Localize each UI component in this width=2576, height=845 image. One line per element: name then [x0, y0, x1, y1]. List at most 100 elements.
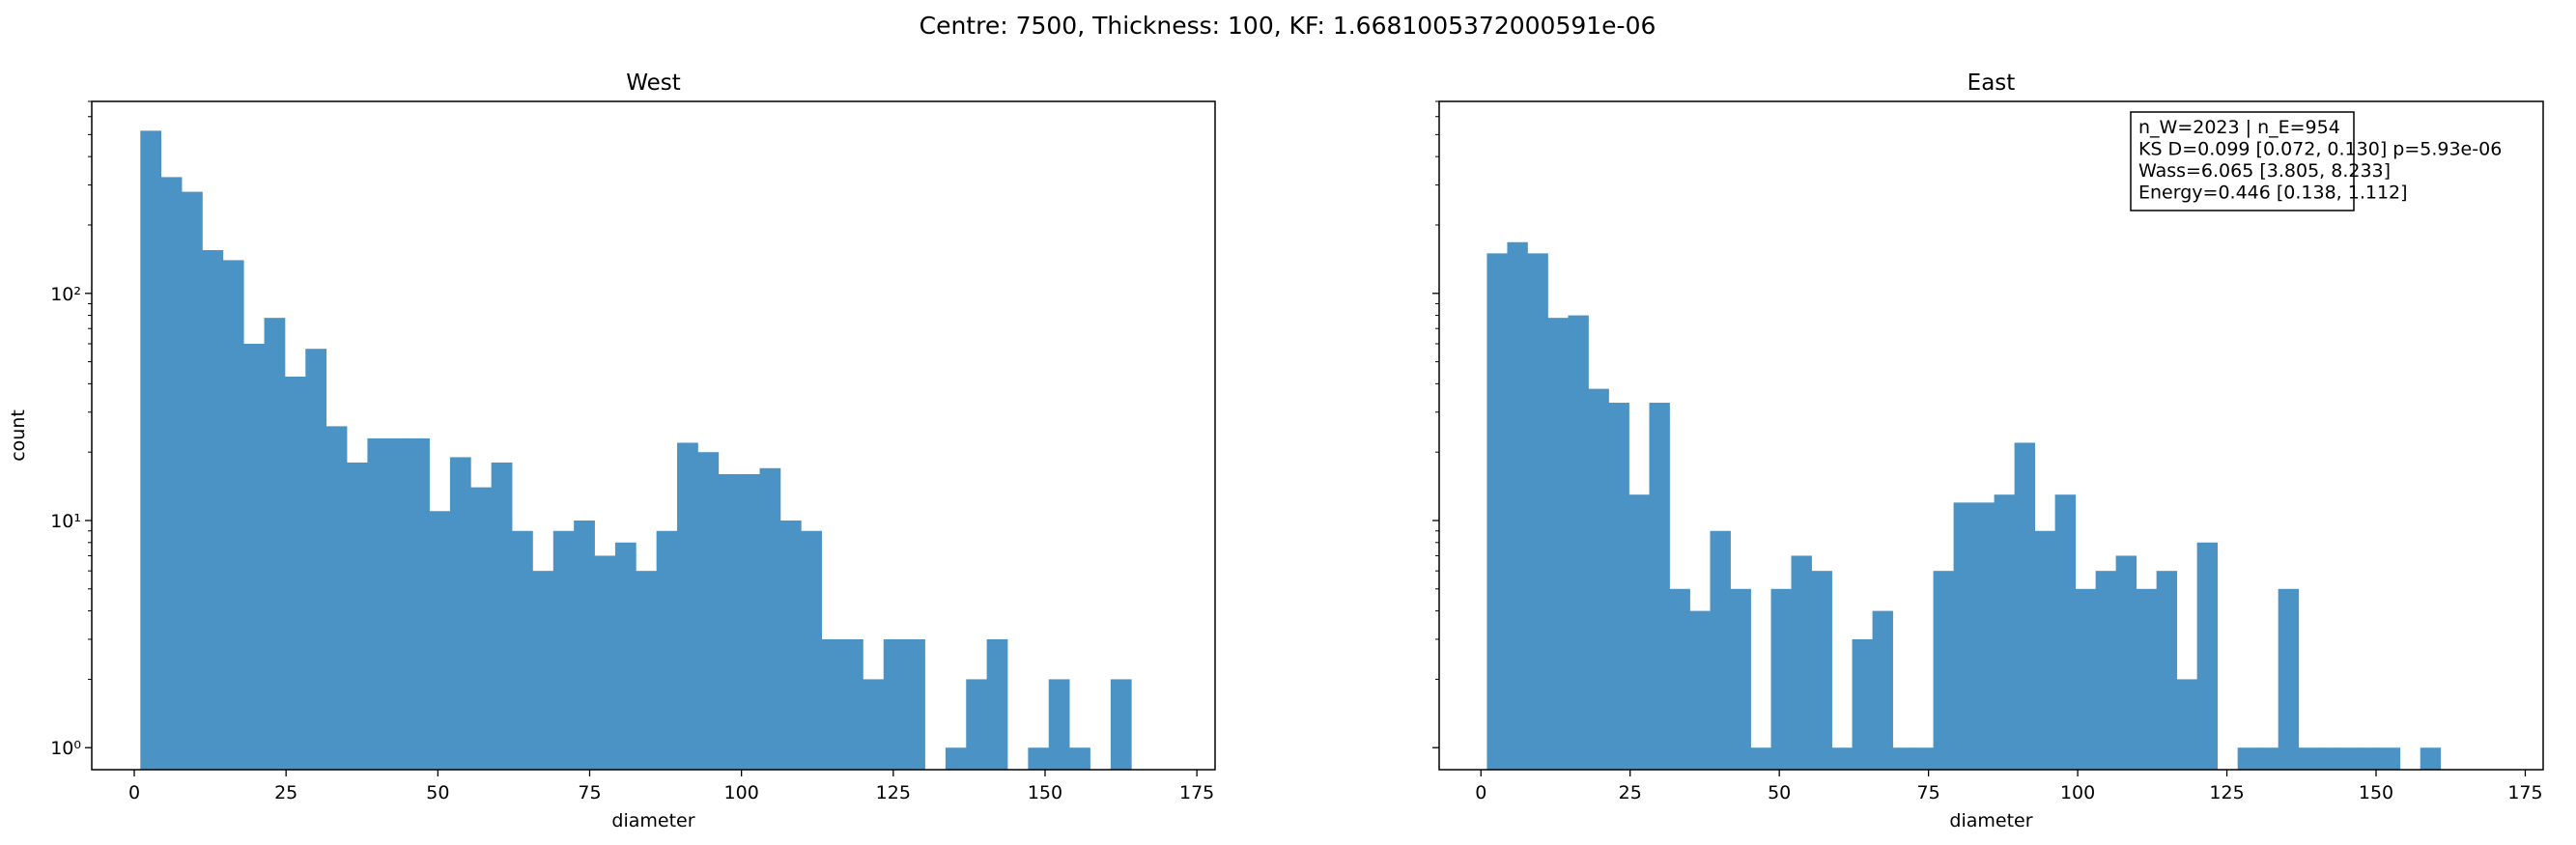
histogram-bar [1710, 530, 1731, 770]
x-tick-label: 0 [1475, 782, 1486, 803]
x-tick-label: 175 [1179, 782, 1214, 803]
histogram-bar [387, 437, 410, 770]
histogram-bar [842, 638, 863, 770]
stats-annotation-line: Energy=0.446 [0.138, 1.112] [2138, 183, 2408, 204]
x-tick-label: 125 [876, 782, 911, 803]
histogram-bar [1110, 679, 1132, 770]
histogram-bar [2034, 530, 2056, 770]
histogram-bar [367, 437, 389, 770]
histogram-bar [1608, 403, 1629, 770]
histogram-bar [1527, 253, 1548, 770]
histogram-bar [945, 747, 967, 770]
x-tick-label: 50 [426, 782, 449, 803]
histogram-bar [2176, 679, 2198, 770]
histogram-bar [1831, 747, 1853, 770]
histogram-bar [1973, 502, 1995, 770]
histogram-bar [2298, 747, 2320, 770]
histogram-bar [2075, 588, 2097, 770]
histogram-bar [1547, 318, 1569, 770]
histogram-bar [2318, 747, 2340, 770]
histogram-bar [1750, 747, 1771, 770]
x-tick-label: 75 [578, 782, 601, 803]
histogram-bar [1994, 494, 2015, 770]
histogram-bar [326, 426, 348, 770]
histogram-bar [739, 473, 760, 770]
x-tick-label: 125 [2209, 782, 2244, 803]
histogram-bar [779, 520, 802, 770]
y-tick-label: 10⁰ [50, 738, 81, 759]
histogram-bar [1689, 610, 1711, 770]
histogram-bar [1588, 388, 1609, 770]
histogram-bar [677, 442, 698, 770]
histogram-bar [202, 250, 224, 770]
axes-frame [1438, 100, 2544, 771]
histogram-bar [1069, 747, 1090, 770]
y-axis-label: count [8, 409, 29, 462]
histogram-bar [2115, 555, 2137, 770]
histogram-bar [264, 318, 286, 770]
histogram-bar [656, 530, 678, 770]
histogram-bar [636, 571, 658, 770]
histogram-bar [2237, 747, 2259, 770]
histogram-bar [2136, 588, 2158, 770]
histogram-bar [1568, 315, 1589, 770]
histogram-bar [1649, 403, 1670, 770]
histogram-bar [409, 437, 430, 770]
histogram-bar [552, 530, 575, 770]
histogram-bar [470, 487, 493, 770]
axes-frame [91, 100, 1216, 771]
stats-annotation-box [2130, 111, 2355, 211]
x-tick-label: 25 [274, 782, 297, 803]
figure-suptitle: Centre: 7500, Thickness: 100, KF: 1.6681… [920, 12, 1656, 40]
histogram-bar [718, 473, 740, 770]
histogram-bar [1486, 253, 1508, 770]
x-tick-label: 25 [1619, 782, 1642, 803]
histogram-bar [512, 530, 533, 770]
histogram-bar [2338, 747, 2361, 770]
histogram-bar [429, 511, 451, 770]
histogram-bar [2196, 542, 2219, 770]
histogram-bar [1028, 747, 1050, 770]
x-axis-label: diameter [1949, 810, 2032, 831]
histogram-bar [2014, 442, 2036, 770]
histogram-bar [1811, 571, 1832, 770]
x-tick-label: 0 [128, 782, 140, 803]
chart-panel-east: East 0 25 50 75 100 125 150 175 diameter n_W=2023 … [1432, 70, 2544, 831]
histogram-bar [1791, 555, 1812, 770]
histogram-bar [697, 452, 720, 770]
histogram-bar [449, 457, 471, 770]
axes-title: East [1967, 70, 2016, 96]
axes-title: West [626, 70, 681, 96]
x-tick-label: 150 [2359, 782, 2393, 803]
histogram-bar [1628, 494, 1650, 770]
histogram-bar [574, 520, 595, 770]
x-tick-label: 150 [1028, 782, 1062, 803]
histogram-bar [1892, 747, 1913, 770]
x-axis-label: diameter [611, 810, 694, 831]
histogram-bar [2257, 747, 2279, 770]
histogram-bar [1507, 241, 1528, 770]
histogram-bar [883, 638, 905, 770]
chart-panel-west: West 0 25 50 75 100 125 150 175 diameter 10⁰ 10¹ 10²… [8, 70, 1216, 831]
histogram-bar [1953, 502, 1974, 770]
histogram-bar [243, 343, 265, 770]
histogram-bar [759, 467, 781, 770]
histogram-bar [140, 130, 162, 771]
y-tick-label: 10¹ [50, 511, 81, 532]
histogram-bar [594, 555, 616, 770]
histogram-bar [986, 638, 1008, 770]
stats-annotation-line: n_W=2023 | n_E=954 [2138, 117, 2340, 138]
histogram-bar [1048, 679, 1070, 770]
histogram-bar [491, 462, 513, 770]
histogram-bar [182, 191, 203, 771]
stats-annotation-line: KS D=0.099 [0.072, 0.130] p=5.93e-06 [2138, 139, 2502, 160]
histogram-bar [532, 571, 554, 770]
histogram-bar [1872, 610, 1893, 770]
histogram-bar [1770, 588, 1792, 770]
histogram-bar [863, 679, 885, 770]
histogram-bar [347, 462, 368, 770]
stats-annotation-line: Wass=6.065 [3.805, 8.233] [2138, 160, 2391, 182]
x-tick-label: 100 [724, 782, 759, 803]
histogram-bar [1852, 638, 1873, 770]
